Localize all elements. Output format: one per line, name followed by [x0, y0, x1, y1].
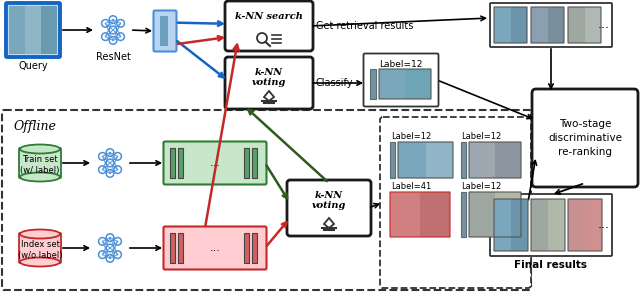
Text: Train set
(w/ label): Train set (w/ label): [20, 155, 60, 175]
Text: ...: ...: [598, 18, 610, 31]
Bar: [568, 7, 584, 43]
Text: Two-stage
discriminative
re-ranking: Two-stage discriminative re-ranking: [548, 119, 622, 157]
Bar: [426, 142, 453, 178]
Bar: [398, 142, 426, 178]
Bar: [370, 69, 376, 99]
Text: Offline: Offline: [14, 120, 57, 133]
Bar: [495, 142, 521, 178]
Ellipse shape: [20, 257, 60, 266]
Bar: [178, 148, 183, 178]
Text: ...: ...: [209, 158, 220, 168]
FancyBboxPatch shape: [163, 141, 266, 184]
Bar: [9, 6, 25, 54]
Bar: [41, 6, 57, 54]
Bar: [511, 199, 528, 251]
Bar: [252, 148, 257, 178]
Ellipse shape: [20, 230, 60, 238]
Bar: [511, 7, 527, 43]
Bar: [420, 192, 450, 237]
FancyBboxPatch shape: [490, 3, 612, 47]
Bar: [252, 233, 257, 263]
Text: ...: ...: [209, 243, 220, 253]
Text: Label=12: Label=12: [461, 182, 501, 191]
Text: Label=12: Label=12: [461, 132, 501, 141]
Bar: [469, 192, 495, 237]
Bar: [244, 148, 249, 178]
Bar: [548, 199, 565, 251]
Text: Label=12: Label=12: [380, 60, 422, 69]
Text: k-NN
voting: k-NN voting: [252, 68, 286, 87]
FancyBboxPatch shape: [163, 227, 266, 269]
FancyBboxPatch shape: [225, 1, 313, 51]
Bar: [405, 69, 431, 99]
Text: Final results: Final results: [515, 260, 588, 270]
Text: Query: Query: [18, 61, 48, 71]
FancyBboxPatch shape: [532, 89, 638, 187]
Bar: [178, 233, 183, 263]
FancyBboxPatch shape: [364, 53, 438, 107]
Text: ResNet: ResNet: [95, 52, 131, 62]
FancyBboxPatch shape: [287, 180, 371, 236]
Text: Label=12: Label=12: [391, 132, 431, 141]
Bar: [461, 192, 466, 237]
Text: Get retrieval results: Get retrieval results: [316, 21, 413, 31]
Text: Index set
(w/o label): Index set (w/o label): [18, 240, 62, 260]
Bar: [495, 192, 521, 237]
FancyBboxPatch shape: [225, 57, 313, 109]
Bar: [494, 199, 511, 251]
FancyBboxPatch shape: [2, 110, 531, 290]
FancyBboxPatch shape: [19, 233, 61, 263]
Bar: [390, 142, 395, 178]
Bar: [585, 199, 602, 251]
Bar: [170, 148, 175, 178]
Bar: [461, 142, 466, 178]
Bar: [160, 16, 168, 46]
Ellipse shape: [20, 145, 60, 154]
Text: ...: ...: [598, 219, 610, 231]
Bar: [547, 7, 564, 43]
Text: k-NN search: k-NN search: [235, 12, 303, 21]
FancyBboxPatch shape: [6, 3, 60, 57]
Text: Classify: Classify: [315, 78, 353, 88]
Bar: [390, 192, 420, 237]
Bar: [379, 69, 405, 99]
Bar: [494, 7, 511, 43]
Bar: [25, 6, 41, 54]
Bar: [531, 7, 547, 43]
FancyBboxPatch shape: [19, 148, 61, 178]
FancyBboxPatch shape: [154, 10, 177, 51]
Text: k-NN
voting: k-NN voting: [312, 191, 346, 210]
Bar: [584, 7, 601, 43]
Ellipse shape: [20, 173, 60, 181]
Bar: [170, 233, 175, 263]
Bar: [568, 199, 585, 251]
FancyBboxPatch shape: [380, 117, 531, 288]
FancyBboxPatch shape: [490, 194, 612, 256]
Text: Label=41: Label=41: [391, 182, 431, 191]
Bar: [244, 233, 249, 263]
Bar: [531, 199, 548, 251]
Bar: [469, 142, 495, 178]
